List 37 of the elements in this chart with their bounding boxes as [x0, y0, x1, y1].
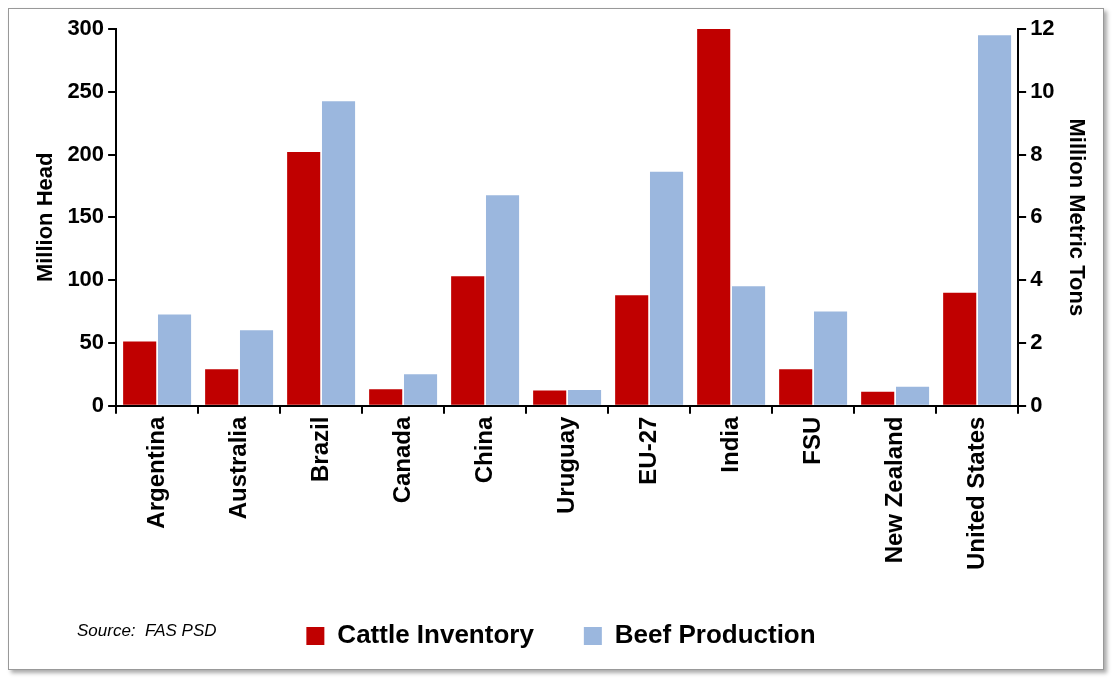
x-tick-label: New Zealand	[879, 416, 907, 564]
y-tick-label: 250	[67, 77, 105, 103]
y2-tick-label: 0	[1030, 391, 1043, 417]
x-tick-label: China	[469, 415, 497, 484]
bar	[649, 171, 684, 405]
y-tick-label: 300	[67, 15, 105, 41]
x-tick-label: Canada	[387, 415, 415, 504]
x-tick-label: Australia	[223, 415, 251, 520]
legend-label: Cattle Inventory	[337, 619, 535, 650]
bar	[814, 311, 848, 405]
x-tick-label: Argentina	[141, 415, 169, 529]
y-tick-label: 0	[91, 391, 105, 417]
x-tick-label: EU-27	[633, 416, 661, 485]
y2-axis-title: Million Metric Tons	[1064, 118, 1090, 317]
x-tick-label: Brazil	[305, 416, 333, 482]
y-axis-title: Million Head	[32, 152, 58, 283]
y-tick-label: 100	[67, 266, 105, 292]
x-tick-label: Uruguay	[551, 416, 579, 514]
x-tick-label: FSU	[797, 416, 825, 465]
y-tick-label: 200	[67, 140, 105, 166]
y2-tick-label: 6	[1030, 203, 1043, 229]
x-tick-label: India	[715, 416, 743, 473]
y2-tick-label: 12	[1030, 15, 1055, 41]
y2-tick-label: 2	[1030, 328, 1043, 354]
bar	[978, 35, 1012, 405]
y-tick-label: 50	[79, 328, 105, 354]
x-tick-label: United States	[961, 416, 989, 571]
y2-tick-label: 8	[1030, 140, 1043, 166]
y2-tick-label: 4	[1030, 266, 1044, 292]
y-tick-label: 150	[67, 203, 105, 229]
bar	[239, 330, 274, 405]
source-note: Source: FAS PSD	[77, 620, 217, 640]
bar	[943, 292, 977, 405]
bar	[731, 286, 766, 405]
y2-tick-label: 10	[1030, 77, 1055, 103]
bar	[697, 29, 731, 405]
legend-label: Beef Production	[614, 619, 816, 650]
